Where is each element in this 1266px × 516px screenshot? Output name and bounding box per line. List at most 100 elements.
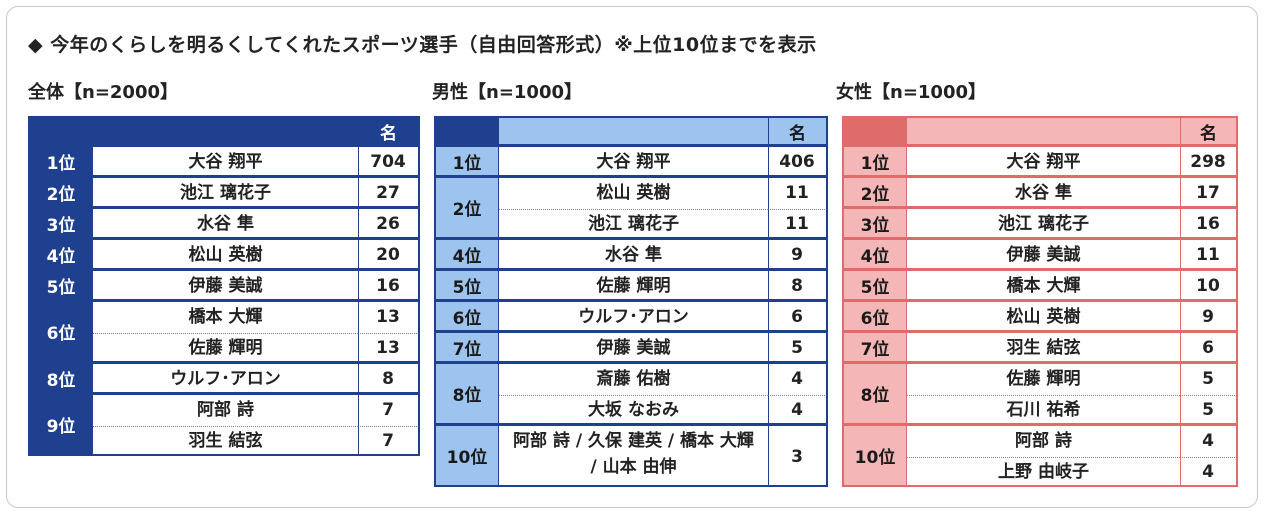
mention-count: 3 [768,426,825,487]
athlete-name: 伊藤 美誠 [596,338,671,358]
header-name-cell [92,118,358,144]
names-column: 池江 璃花子 [92,178,358,206]
header-rank-cell [844,118,906,144]
mention-count: 4 [1180,426,1235,457]
mention-count: 4 [768,364,825,395]
athlete-name: 水谷 隼 [197,214,254,234]
rank-cell: 3位 [844,209,906,237]
table-row: 1位 大谷 翔平 406 [434,146,828,177]
table-row: 2位 水谷 隼 17 [842,177,1238,208]
athlete-name: 斎藤 佑樹 [596,369,671,390]
rank-cell: 7位 [436,333,498,361]
rank-cell: 5位 [30,271,92,299]
table-row: 10位 阿部 詩上野 由岐子 4 4 [842,425,1238,487]
rank-cell: 8位 [844,364,906,423]
rank-cell: 2位 [30,178,92,206]
mention-count: 5 [1180,364,1235,395]
mention-count: 20 [358,240,417,270]
rank-cell: 6位 [436,302,498,330]
names-column: 水谷 隼 [92,209,358,237]
rank-cell: 8位 [436,364,498,423]
table-row: 5位 橋本 大輝 10 [842,270,1238,301]
table-row: 8位 ウルフ･アロン 8 [28,363,420,394]
table-row: 2位 松山 英樹 池江 璃花子 11 11 [434,177,828,239]
mention-count: 298 [1180,147,1235,177]
rank-cell: 4位 [30,240,92,268]
rank-cell: 4位 [844,240,906,268]
mention-count: 16 [1180,209,1235,239]
table-label-male: 男性【n=1000】 [432,82,582,103]
athlete-name: 池江 璃花子 [998,214,1089,234]
athlete-name: 伊藤 美誠 [1006,245,1081,265]
athlete-name: 橋本 大輝 [1006,276,1081,296]
table-row: 2位 池江 璃花子 27 [28,177,420,208]
athlete-name: 松山 英樹 [596,183,671,204]
names-column: 松山 英樹 [92,240,358,268]
mention-count: 7 [358,395,417,426]
table-header-row: 名 [434,116,828,146]
names-column: 羽生 結弦 [906,333,1180,361]
names-column: 伊藤 美誠 [92,271,358,299]
athlete-name: 大谷 翔平 [1006,152,1081,172]
table-label-all: 全体【n=2000】 [28,82,178,103]
athlete-name: ウルフ･アロン [170,369,281,389]
table-row: 3位 水谷 隼 26 [28,208,420,239]
athlete-name: 石川 祐希 [907,394,1180,426]
table-row: 1位 大谷 翔平 704 [28,146,420,177]
mention-count: 13 [358,302,417,333]
rank-cell: 3位 [30,209,92,237]
rank-cell: 6位 [30,302,92,361]
page-title: ◆ 今年のくらしを明るくしてくれたスポーツ選手（自由回答形式）※上位10位までを… [28,34,817,56]
names-column: 大谷 翔平 [498,147,768,175]
athlete-name: 上野 由岐子 [907,456,1180,488]
header-rank-cell [30,118,92,144]
athlete-name: 松山 英樹 [188,245,263,265]
mention-count: 9 [768,240,825,270]
table-row: 8位 佐藤 輝明 石川 祐希 5 5 [842,363,1238,425]
mention-count: 16 [358,271,417,301]
table-row: 6位 ウルフ･アロン 6 [434,301,828,332]
mention-count: 11 [768,208,825,239]
mention-count: 5 [1180,394,1235,425]
athlete-name: ウルフ･アロン [578,307,689,327]
header-count-cell: 名 [768,118,826,144]
athlete-name: 羽生 結弦 [93,425,358,457]
table-row: 4位 松山 英樹 20 [28,239,420,270]
athlete-name: 阿部 詩 [197,400,254,421]
mention-count: 13 [358,332,417,363]
mention-count: 406 [768,147,825,177]
names-column: 大谷 翔平 [906,147,1180,175]
mention-count: 10 [1180,271,1235,301]
athlete-name: 大谷 翔平 [188,152,263,172]
header-name-cell [906,118,1180,144]
table-row: 7位 羽生 結弦 6 [842,332,1238,363]
athlete-name: 阿部 詩 [1015,431,1072,452]
athlete-name: 松山 英樹 [1006,307,1081,327]
table-row: 10位 阿部 詩 / 久保 建英 / 橋本 大輝 / 山本 由伸 3 [434,425,828,487]
athlete-name: 池江 璃花子 [180,183,271,203]
athlete-name: 阿部 詩 / 久保 建英 / 橋本 大輝 / 山本 由伸 [513,431,754,477]
rank-cell: 4位 [436,240,498,268]
athlete-name: 羽生 結弦 [1006,338,1081,358]
athlete-name: 佐藤 輝明 [93,332,358,364]
table-header-row: 名 [842,116,1238,146]
mention-count: 9 [1180,302,1235,332]
names-column: 松山 英樹 [906,302,1180,330]
rank-cell: 6位 [844,302,906,330]
names-column: ウルフ･アロン [92,364,358,392]
table-label-female: 女性【n=1000】 [836,82,986,103]
names-column: 佐藤 輝明 石川 祐希 [906,364,1180,423]
mention-count: 8 [358,364,417,394]
rank-cell: 5位 [844,271,906,299]
header-count-cell: 名 [1180,118,1236,144]
rank-cell: 7位 [844,333,906,361]
rank-cell: 8位 [30,364,92,392]
names-column: 橋本 大輝 [906,271,1180,299]
table-row: 9位 阿部 詩羽生 結弦 7 7 [28,394,420,456]
mention-count: 17 [1180,178,1235,208]
header-rank-cell [436,118,498,144]
mention-count: 11 [768,178,825,209]
rank-cell: 10位 [844,426,906,485]
rank-cell: 10位 [436,426,498,485]
table-row: 1位 大谷 翔平 298 [842,146,1238,177]
